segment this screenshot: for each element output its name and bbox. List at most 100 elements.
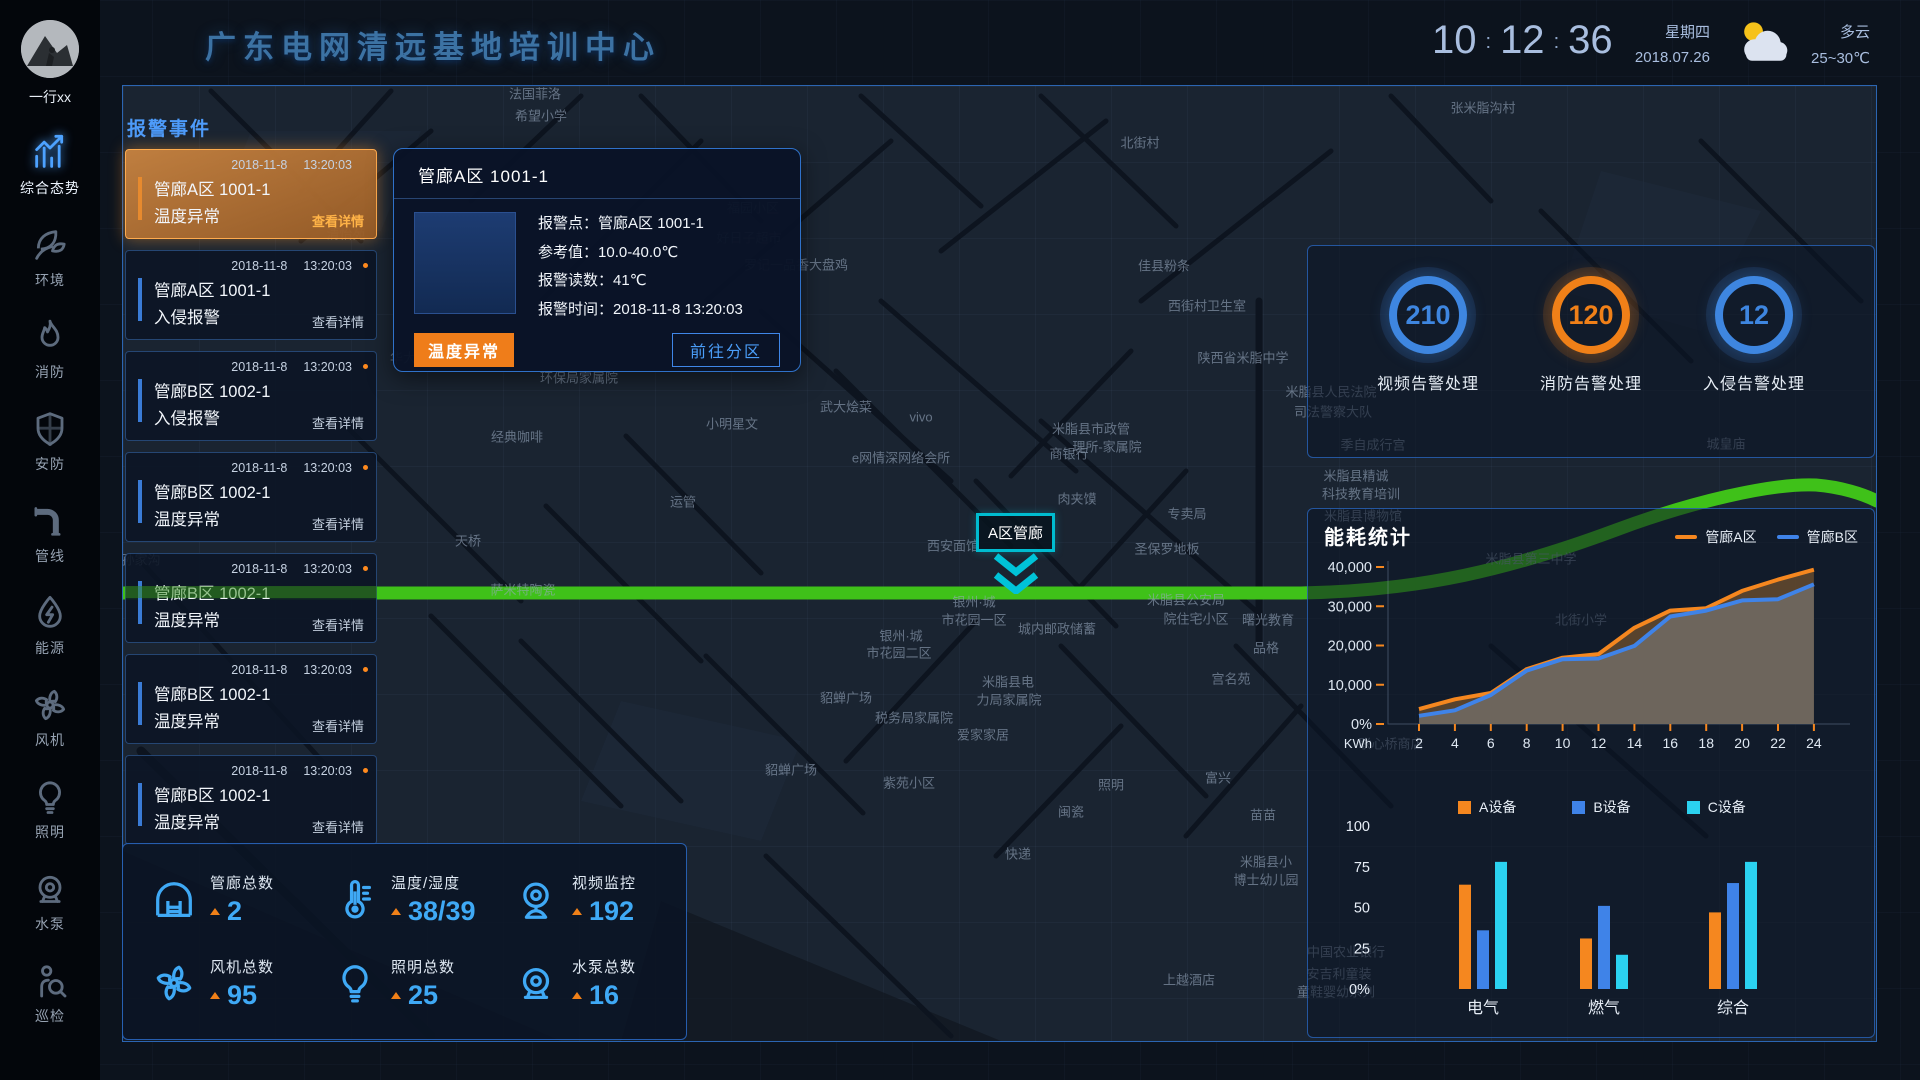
map-poi-label: 市花园二区 bbox=[866, 645, 932, 661]
sidebar-item-shield[interactable]: 安防 bbox=[0, 395, 100, 487]
legend-item-C设备[interactable]: C设备 bbox=[1686, 797, 1746, 817]
sidebar-item-flame[interactable]: 消防 bbox=[0, 303, 100, 395]
alarm-area: 管廊A区 1001-1 bbox=[154, 282, 271, 300]
pipe-icon bbox=[30, 501, 70, 541]
stat-value: 95 bbox=[227, 979, 258, 1010]
legend-item-A设备[interactable]: A设备 bbox=[1458, 797, 1516, 817]
legend-item-管廊B区[interactable]: 管廊B区 bbox=[1776, 527, 1858, 547]
map-poi-label: 法国菲洛 bbox=[508, 86, 562, 102]
alarm-color-bar bbox=[138, 682, 142, 725]
svg-text:20,000: 20,000 bbox=[1328, 639, 1372, 655]
sidebar-item-pipe[interactable]: 管线 bbox=[0, 487, 100, 579]
view-detail-link[interactable]: 查看详情 bbox=[311, 719, 364, 734]
sidebar: 一行xx 综合态势 环境 消防 安防 管线 能源 风机 照明 水泵 巡检 bbox=[0, 0, 100, 1080]
alarm-card[interactable]: 2018-11-8 13:20:03 管廊B区 1002-1 温度异常 查看详情 bbox=[125, 452, 377, 542]
alarm-status-dot bbox=[363, 667, 368, 672]
map-poi-label: 环保局家属院 bbox=[539, 370, 619, 386]
view-detail-link[interactable]: 查看详情 bbox=[311, 820, 364, 835]
sidebar-item-label: 环境 bbox=[35, 271, 65, 288]
map-poi-label: 米脂县小 bbox=[1239, 854, 1293, 870]
alarm-datetime: 2018-11-8 13:20:03 bbox=[231, 360, 352, 374]
alarm-datetime: 2018-11-8 13:20:03 bbox=[231, 158, 352, 172]
alarm-event: 温度异常 bbox=[154, 208, 220, 226]
sidebar-item-fan[interactable]: 风机 bbox=[0, 671, 100, 763]
map-poi-label: 苗苗 bbox=[1249, 807, 1277, 823]
view-detail-link[interactable]: 查看详情 bbox=[311, 618, 364, 633]
weather-temp: 25~30℃ bbox=[1811, 50, 1870, 67]
map-marker-a-corridor[interactable]: A区管廊 bbox=[976, 513, 1056, 594]
kpi-ring: 120 bbox=[1552, 276, 1630, 354]
legend-swatch bbox=[1572, 800, 1586, 814]
legend-item-B设备[interactable]: B设备 bbox=[1572, 797, 1631, 817]
alarm-area: 管廊B区 1002-1 bbox=[154, 787, 271, 805]
alarm-card[interactable]: 2018-11-8 13:20:03 管廊A区 1001-1 温度异常 查看详情 bbox=[125, 149, 377, 239]
alarm-card[interactable]: 2018-11-8 13:20:03 管廊A区 1001-1 入侵报警 查看详情 bbox=[125, 250, 377, 340]
alarm-card[interactable]: 2018-11-8 13:20:03 管廊B区 1002-1 温度异常 查看详情 bbox=[125, 553, 377, 643]
svg-text:14: 14 bbox=[1627, 735, 1643, 751]
legend-swatch bbox=[1776, 535, 1799, 539]
map-poi-label: 理所-家属院 bbox=[1072, 439, 1142, 455]
map-poi-label: 上越酒店 bbox=[1162, 972, 1216, 988]
svg-text:燃气: 燃气 bbox=[1588, 999, 1620, 1017]
sidebar-item-chart-trend[interactable]: 综合态势 bbox=[0, 119, 100, 211]
view-detail-link[interactable]: 查看详情 bbox=[311, 416, 364, 431]
alarm-card[interactable]: 2018-11-8 13:20:03 管廊B区 1002-1 入侵报警 查看详情 bbox=[125, 351, 377, 441]
view-detail-link[interactable]: 查看详情 bbox=[311, 315, 364, 330]
popup-field: 参考值：10.0-40.0℃ bbox=[538, 243, 679, 261]
map-poi-label: 闽瓷 bbox=[1057, 804, 1085, 820]
popup-title: 管廊A区 1001-1 bbox=[394, 149, 800, 199]
sidebar-item-patrol[interactable]: 巡检 bbox=[0, 947, 100, 1039]
view-detail-link[interactable]: 查看详情 bbox=[311, 214, 364, 229]
alarm-datetime: 2018-11-8 13:20:03 bbox=[231, 461, 352, 475]
map-poi-label: 西街村卫生室 bbox=[1167, 298, 1247, 314]
alarm-color-bar bbox=[138, 581, 142, 624]
map-poi-label: 照明 bbox=[1097, 777, 1125, 793]
sidebar-item-pump[interactable]: 水泵 bbox=[0, 855, 100, 947]
svg-text:2: 2 bbox=[1415, 735, 1423, 751]
svg-text:6: 6 bbox=[1487, 735, 1495, 751]
avatar[interactable] bbox=[21, 20, 79, 78]
stat-温度/湿度: 温度/湿度 38/39 bbox=[318, 858, 499, 942]
goto-zone-button[interactable]: 前往分区 bbox=[671, 333, 780, 367]
svg-text:20: 20 bbox=[1734, 735, 1750, 751]
svg-text:25: 25 bbox=[1354, 941, 1370, 957]
map-poi-label: 曙光教育 bbox=[1241, 612, 1295, 628]
view-detail-link[interactable]: 查看详情 bbox=[311, 517, 364, 532]
kpi-label: 视频告警处理 bbox=[1376, 376, 1479, 393]
energy-legend: 管廊A区 管廊B区 bbox=[1675, 527, 1858, 547]
map-poi-label: 运管 bbox=[669, 494, 697, 510]
popup-field: 报警点：管廊A区 1001-1 bbox=[538, 215, 704, 232]
popup-field: 报警时间：2018-11-8 13:20:03 bbox=[538, 300, 743, 318]
kpi-入侵告警处理: 12 入侵告警处理 bbox=[1689, 246, 1819, 457]
svg-text:综合: 综合 bbox=[1717, 999, 1749, 1017]
stat-value: 16 bbox=[589, 979, 620, 1010]
alarm-datetime: 2018-11-8 13:20:03 bbox=[231, 764, 352, 778]
map-poi-label: 天桥 bbox=[454, 533, 482, 549]
legend-item-管廊A区[interactable]: 管廊A区 bbox=[1675, 527, 1757, 547]
map-poi-label: vivo bbox=[909, 409, 933, 425]
alarm-card[interactable]: 2018-11-8 13:20:03 管廊B区 1002-1 温度异常 查看详情 bbox=[125, 755, 377, 845]
sidebar-item-energy-drop[interactable]: 能源 bbox=[0, 579, 100, 671]
svg-text:10: 10 bbox=[1555, 735, 1571, 751]
sidebar-item-leaf[interactable]: 环境 bbox=[0, 211, 100, 303]
sidebar-item-label: 巡检 bbox=[35, 1007, 65, 1024]
map-poi-label: 科技教育培训 bbox=[1321, 486, 1401, 502]
map-poi-label: 萨米特陶瓷 bbox=[490, 582, 556, 598]
alarm-status-dot bbox=[363, 364, 368, 369]
alarm-status-dot bbox=[363, 263, 368, 268]
map-poi-label: 紫苑小区 bbox=[882, 775, 936, 791]
map-poi-label: 张米脂沟村 bbox=[1450, 100, 1516, 116]
sidebar-item-bulb[interactable]: 照明 bbox=[0, 763, 100, 855]
stat-照明总数: 照明总数 25 bbox=[318, 942, 499, 1026]
map-poi-label: 博士幼儿园 bbox=[1233, 872, 1299, 888]
alarm-event: 入侵报警 bbox=[154, 309, 220, 327]
weather-condition: 多云 bbox=[1839, 24, 1870, 41]
alarm-area: 管廊B区 1002-1 bbox=[154, 383, 271, 401]
alarm-card[interactable]: 2018-11-8 13:20:03 管廊B区 1002-1 温度异常 查看详情 bbox=[125, 654, 377, 744]
caret-up-icon bbox=[391, 991, 401, 999]
map-poi-label: 宫名苑 bbox=[1211, 671, 1251, 687]
sidebar-item-label: 综合态势 bbox=[20, 179, 80, 196]
tunnel-icon bbox=[151, 877, 197, 923]
date: 2018.07.26 bbox=[1634, 49, 1710, 66]
stat-value: 192 bbox=[589, 896, 635, 927]
